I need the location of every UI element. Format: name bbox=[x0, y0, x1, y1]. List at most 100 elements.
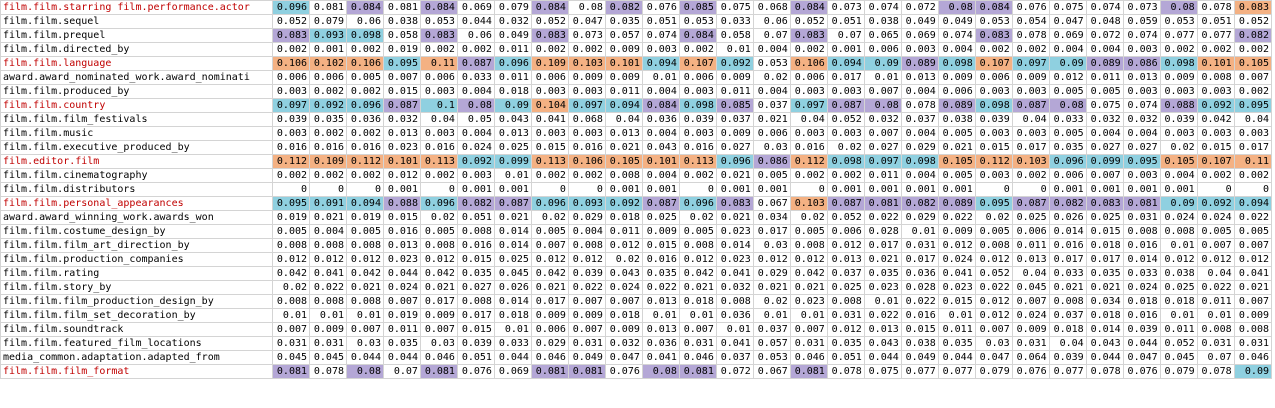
heatmap-cell: 0.024 bbox=[382, 280, 421, 295]
heatmap-cell: 0.005 bbox=[752, 168, 791, 183]
row-label: film.film.film_festivals bbox=[0, 112, 274, 127]
heatmap-cell: 0.036 bbox=[900, 266, 939, 281]
heatmap-cell: 0.004 bbox=[752, 84, 791, 99]
heatmap-cell: 0.009 bbox=[604, 322, 643, 337]
heatmap-cell: 0.068 bbox=[567, 112, 606, 127]
heatmap-cell: 0.02 bbox=[752, 294, 791, 309]
heatmap-cell: 0.042 bbox=[678, 266, 717, 281]
heatmap-cell: 0.012 bbox=[419, 252, 458, 267]
heatmap-cell: 0.049 bbox=[493, 28, 532, 43]
heatmap-cell: 0.008 bbox=[715, 294, 754, 309]
heatmap-cell: 0.025 bbox=[1085, 210, 1124, 225]
heatmap-cell: 0.001 bbox=[715, 182, 754, 197]
heatmap-cell: 0.04 bbox=[1011, 266, 1050, 281]
heatmap-cell: 0.013 bbox=[826, 252, 865, 267]
heatmap-cell: 0.007 bbox=[863, 126, 902, 141]
heatmap-cell: 0.076 bbox=[1011, 0, 1050, 15]
heatmap-cell: 0.096 bbox=[419, 196, 458, 211]
heatmap-cell: 0.007 bbox=[604, 294, 643, 309]
heatmap-cell: 0.098 bbox=[678, 98, 717, 113]
heatmap-cell: 0.089 bbox=[1085, 56, 1124, 71]
heatmap-cell: 0.095 bbox=[382, 56, 421, 71]
heatmap-cell: 0.022 bbox=[309, 280, 347, 295]
heatmap-row: film.film.music 0.003 0.002 0.002 0.013 0.003… bbox=[0, 126, 1273, 141]
heatmap-cell: 0.079 bbox=[974, 364, 1013, 379]
heatmap-cell: 0.016 bbox=[567, 140, 606, 155]
heatmap-cell: 0.038 bbox=[900, 336, 939, 351]
heatmap-cell: 0.02 bbox=[419, 210, 458, 225]
row-label: film.editor.film bbox=[0, 154, 274, 169]
heatmap-cell: 0.043 bbox=[493, 112, 532, 127]
heatmap-cell: 0.105 bbox=[937, 154, 976, 169]
heatmap-cell: 0.09 bbox=[1048, 56, 1087, 71]
heatmap-cell: 0.024 bbox=[604, 280, 643, 295]
heatmap-cell: 0.005 bbox=[937, 168, 976, 183]
heatmap-cell: 0.01 bbox=[493, 322, 532, 337]
heatmap-cell: 0.014 bbox=[1085, 322, 1124, 337]
heatmap-cell: 0.046 bbox=[1233, 350, 1273, 365]
heatmap-cell: 0.002 bbox=[456, 42, 495, 57]
heatmap-cell: 0.039 bbox=[1159, 112, 1198, 127]
heatmap-cell: 0.003 bbox=[641, 42, 680, 57]
heatmap-cell: 0.001 bbox=[604, 182, 643, 197]
heatmap-cell: 0.026 bbox=[493, 280, 532, 295]
heatmap-cell: 0.054 bbox=[1011, 14, 1050, 29]
heatmap-cell: 0.003 bbox=[1159, 84, 1198, 99]
heatmap-cell: 0.034 bbox=[1085, 294, 1124, 309]
heatmap-cell: 0.08 bbox=[863, 98, 902, 113]
heatmap-cell: 0.09 bbox=[1159, 196, 1198, 211]
heatmap-cell: 0.009 bbox=[937, 224, 976, 239]
heatmap-cell: 0.004 bbox=[1085, 126, 1124, 141]
heatmap-cell: 0.022 bbox=[974, 280, 1013, 295]
heatmap-cell: 0 bbox=[678, 182, 717, 197]
heatmap-cell: 0.002 bbox=[419, 168, 458, 183]
heatmap-cell: 0.033 bbox=[456, 70, 495, 85]
heatmap-cell: 0.101 bbox=[641, 154, 680, 169]
heatmap-cell: 0.028 bbox=[900, 280, 939, 295]
heatmap-cell: 0.02 bbox=[789, 210, 828, 225]
heatmap-cell: 0.021 bbox=[1233, 280, 1273, 295]
heatmap-cell: 0.049 bbox=[937, 14, 976, 29]
heatmap-cell: 0.044 bbox=[346, 350, 384, 365]
heatmap-cell: 0.069 bbox=[900, 28, 939, 43]
heatmap-cell: 0.041 bbox=[530, 112, 569, 127]
heatmap-cell: 0.012 bbox=[974, 308, 1013, 323]
heatmap-cell: 0.036 bbox=[641, 336, 680, 351]
heatmap-cell: 0.007 bbox=[567, 294, 606, 309]
heatmap-cell: 0.008 bbox=[309, 294, 347, 309]
heatmap-cell: 0.046 bbox=[419, 350, 458, 365]
heatmap-cell: 0.002 bbox=[567, 42, 606, 57]
heatmap-cell: 0.039 bbox=[974, 112, 1013, 127]
heatmap-cell: 0.109 bbox=[530, 56, 569, 71]
heatmap-cell: 0.029 bbox=[900, 210, 939, 225]
heatmap-cell: 0.039 bbox=[1122, 322, 1161, 337]
heatmap-cell: 0.044 bbox=[493, 350, 532, 365]
heatmap-cell: 0.092 bbox=[604, 196, 643, 211]
heatmap-cell: 0.018 bbox=[493, 308, 532, 323]
heatmap-cell: 0.097 bbox=[789, 98, 828, 113]
heatmap-cell: 0.036 bbox=[641, 112, 680, 127]
heatmap-cell: 0.003 bbox=[272, 84, 311, 99]
heatmap-cell: 0.01 bbox=[272, 308, 311, 323]
heatmap-cell: 0.01 bbox=[752, 308, 791, 323]
heatmap-table: film.film.starring film.performance.acto… bbox=[0, 0, 1273, 379]
heatmap-cell: 0.032 bbox=[715, 280, 754, 295]
row-label: film.film.rating bbox=[0, 266, 274, 281]
heatmap-cell: 0.002 bbox=[1233, 42, 1273, 57]
heatmap-cell: 0.003 bbox=[1122, 168, 1161, 183]
heatmap-cell: 0.081 bbox=[272, 364, 311, 379]
heatmap-cell: 0.068 bbox=[752, 0, 791, 15]
heatmap-cell: 0.047 bbox=[1048, 14, 1087, 29]
heatmap-cell: 0.01 bbox=[1196, 308, 1235, 323]
heatmap-cell: 0.053 bbox=[752, 350, 791, 365]
heatmap-cell: 0.035 bbox=[456, 266, 495, 281]
heatmap-cell: 0.083 bbox=[1085, 196, 1124, 211]
heatmap-cell: 0.014 bbox=[493, 238, 532, 253]
heatmap-cell: 0.094 bbox=[604, 98, 643, 113]
heatmap-cell: 0.045 bbox=[1011, 280, 1050, 295]
heatmap-cell: 0.015 bbox=[900, 322, 939, 337]
heatmap-cell: 0.098 bbox=[974, 98, 1013, 113]
heatmap-cell: 0.046 bbox=[789, 350, 828, 365]
heatmap-cell: 0.002 bbox=[346, 126, 384, 141]
heatmap-cell: 0.096 bbox=[1048, 154, 1087, 169]
